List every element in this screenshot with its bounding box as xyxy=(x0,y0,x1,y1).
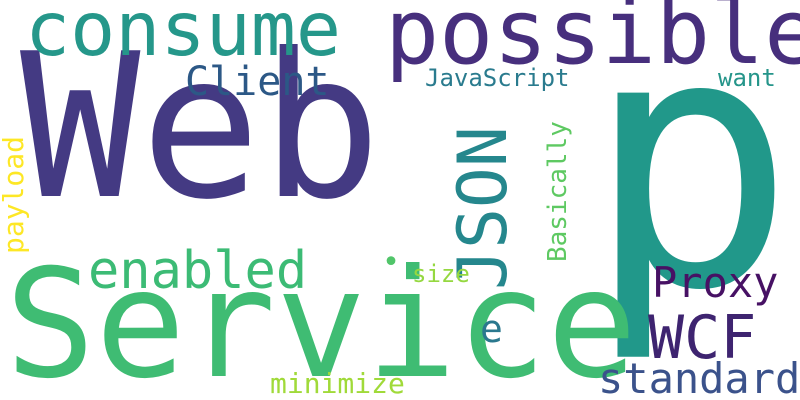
word-standard: standard xyxy=(598,354,800,400)
word-minimize: minimize xyxy=(270,367,405,400)
word-enabled: enabled xyxy=(88,241,308,301)
word-want: want xyxy=(718,64,776,92)
word-proxy: Proxy xyxy=(652,258,779,307)
word-javascript: JavaScript xyxy=(425,64,570,92)
word-service: Service xyxy=(5,238,638,400)
word-payload: payload xyxy=(0,135,30,254)
word-e: e xyxy=(480,307,503,351)
word-p: p xyxy=(585,0,796,367)
word-dot: • xyxy=(382,245,401,280)
word-possible: possible xyxy=(385,0,800,85)
word-size: size xyxy=(412,260,470,288)
word-client: Client xyxy=(185,59,330,105)
word-web: Web xyxy=(20,11,382,244)
word-basically: Basically xyxy=(543,121,573,262)
word-consume: consume xyxy=(25,0,342,73)
word-wcf: WCF xyxy=(648,303,757,373)
